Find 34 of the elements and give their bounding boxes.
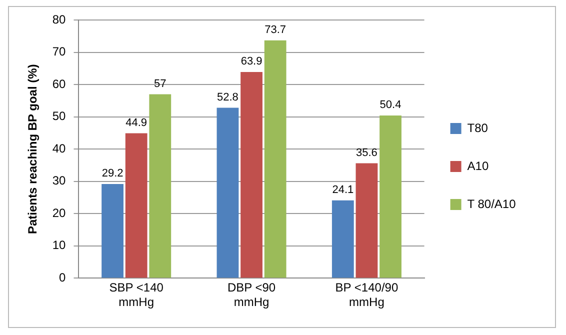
bar bbox=[356, 163, 378, 278]
y-tick-label: 10 bbox=[52, 238, 66, 252]
bar bbox=[332, 200, 354, 278]
y-tick-label: 70 bbox=[52, 44, 66, 59]
bar bbox=[240, 72, 262, 278]
legend-label: A10 bbox=[467, 158, 489, 173]
data-label: 63.9 bbox=[240, 55, 262, 68]
data-label: 73.7 bbox=[264, 24, 286, 36]
data-label: 24.1 bbox=[332, 184, 354, 196]
y-tick-label: 20 bbox=[52, 206, 66, 220]
bar bbox=[264, 40, 286, 278]
x-tick-label: BP <140/90 mmHg bbox=[335, 280, 398, 310]
bar bbox=[102, 184, 124, 278]
x-tick-label: DBP <90 mmHg bbox=[227, 280, 276, 310]
y-tick-label: 60 bbox=[52, 76, 66, 91]
y-tick-label: 80 bbox=[52, 12, 66, 26]
x-tick-label: SBP <140 mmHg bbox=[109, 280, 164, 310]
data-label: 35.6 bbox=[356, 146, 378, 159]
y-axis-title: Patients reaching BP goal (%) bbox=[26, 64, 40, 234]
data-label: 57 bbox=[154, 78, 166, 90]
data-label: 44.9 bbox=[126, 116, 148, 129]
bar bbox=[216, 108, 239, 278]
bar bbox=[380, 116, 402, 278]
legend-label: T 80/A10 bbox=[467, 196, 516, 211]
data-label: 52.8 bbox=[217, 91, 238, 104]
y-tick-label: 0 bbox=[59, 270, 66, 285]
bar bbox=[149, 94, 172, 278]
bar bbox=[125, 133, 148, 278]
data-label: 50.4 bbox=[380, 99, 402, 112]
y-tick-label: 30 bbox=[52, 174, 66, 188]
y-tick-label: 40 bbox=[52, 141, 66, 156]
y-tick-label: 50 bbox=[52, 109, 66, 124]
data-label: 29.2 bbox=[102, 167, 124, 180]
legend-label: T80 bbox=[467, 120, 488, 135]
